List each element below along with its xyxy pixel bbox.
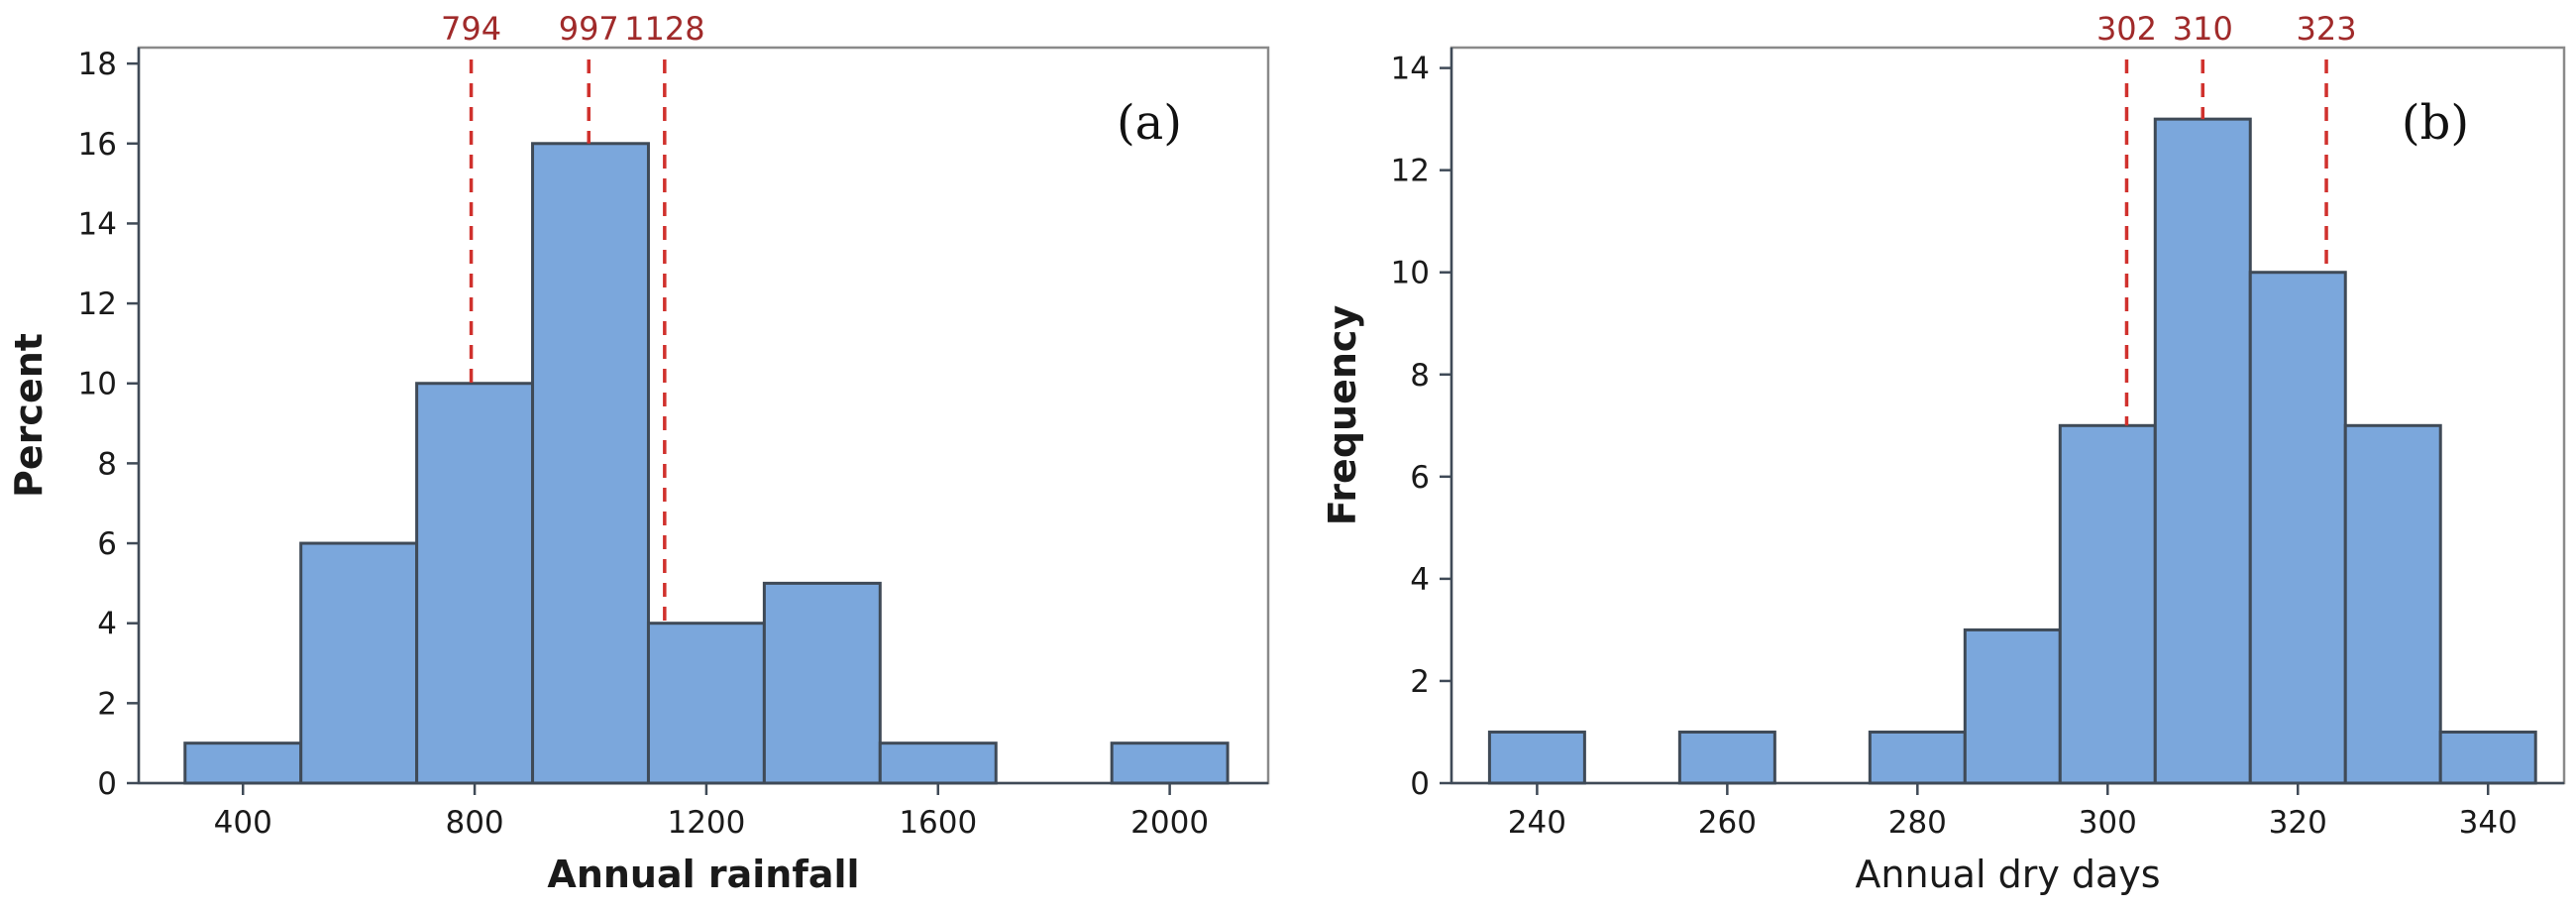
- histogram-bar: [531, 142, 650, 785]
- y-axis-title: Frequency: [1321, 305, 1364, 526]
- x-tick-label: 1600: [899, 805, 977, 841]
- y-tick-label: 4: [1410, 562, 1430, 598]
- y-tick-label: 12: [1391, 154, 1430, 189]
- x-tick-label: 400: [214, 805, 272, 841]
- y-tick-label: 4: [97, 607, 117, 642]
- histogram-bar: [299, 541, 419, 785]
- y-tick-label: 2: [1410, 664, 1430, 700]
- histogram-bar: [646, 622, 766, 785]
- histogram-bar: [762, 581, 882, 785]
- reference-line-label: 310: [2173, 10, 2233, 48]
- histogram-bar: [183, 741, 303, 785]
- y-tick-label: 10: [1391, 256, 1430, 291]
- panel-label: (b): [2402, 95, 2469, 151]
- panel-a-rainfall-histogram: 0 2 4 6 8 10 12 14 16 18 400 800 1200 1600 2000 794 997 1…: [7, 10, 1270, 896]
- x-tick-label: 240: [1508, 805, 1566, 841]
- reference-line-label: 1128: [624, 10, 704, 48]
- histogram-bar: [1487, 730, 1586, 785]
- reference-line-label: 794: [441, 10, 501, 48]
- y-tick-label: 6: [97, 526, 117, 562]
- histogram-bar: [1110, 741, 1230, 785]
- x-tick-label: 2000: [1130, 805, 1209, 841]
- histogram-bar: [1868, 730, 1967, 785]
- x-tick-label: 300: [2079, 805, 2137, 841]
- y-tick-label: 8: [1410, 358, 1430, 394]
- x-tick-label: 280: [1888, 805, 1947, 841]
- y-axis-title: Percent: [7, 333, 51, 498]
- x-tick-label: 320: [2269, 805, 2327, 841]
- reference-line-label: 302: [2096, 10, 2157, 48]
- reference-line-label: 997: [559, 10, 619, 48]
- y-tick-label: 10: [78, 367, 117, 402]
- panel-b-dry-days-histogram: 0 2 4 6 8 10 12 14 240 260 280 300 320 340 302 310 323 An…: [1321, 10, 2566, 896]
- y-tick-label: 0: [97, 766, 117, 802]
- histogram-bar: [1677, 730, 1776, 785]
- y-tick-label: 6: [1410, 460, 1430, 496]
- y-tick-label: 8: [97, 446, 117, 482]
- histogram-bar: [878, 741, 998, 785]
- histogram-bar: [2058, 423, 2157, 785]
- y-tick-label: 14: [1391, 52, 1430, 87]
- x-tick-label: 800: [445, 805, 503, 841]
- histogram-bar: [2343, 423, 2442, 785]
- y-tick-label: 12: [78, 286, 117, 322]
- histogram-bar: [2153, 117, 2252, 785]
- x-tick-label: 260: [1698, 805, 1757, 841]
- x-axis-title: Annual dry days: [1855, 853, 2160, 896]
- histogram-bar: [2248, 271, 2347, 785]
- x-tick-label: 340: [2459, 805, 2518, 841]
- x-axis-title: Annual rainfall: [547, 853, 859, 896]
- y-tick-label: 18: [78, 47, 117, 82]
- y-tick-label: 16: [78, 127, 117, 163]
- x-tick-label: 1200: [667, 805, 745, 841]
- histogram-bar: [415, 382, 535, 785]
- y-tick-label: 2: [97, 686, 117, 722]
- reference-line-label: 323: [2297, 10, 2357, 48]
- histogram-bar: [1963, 627, 2062, 785]
- panel-label: (a): [1117, 95, 1182, 151]
- y-tick-label: 14: [78, 206, 117, 242]
- y-tick-label: 0: [1410, 766, 1430, 802]
- histogram-bar: [2438, 730, 2537, 785]
